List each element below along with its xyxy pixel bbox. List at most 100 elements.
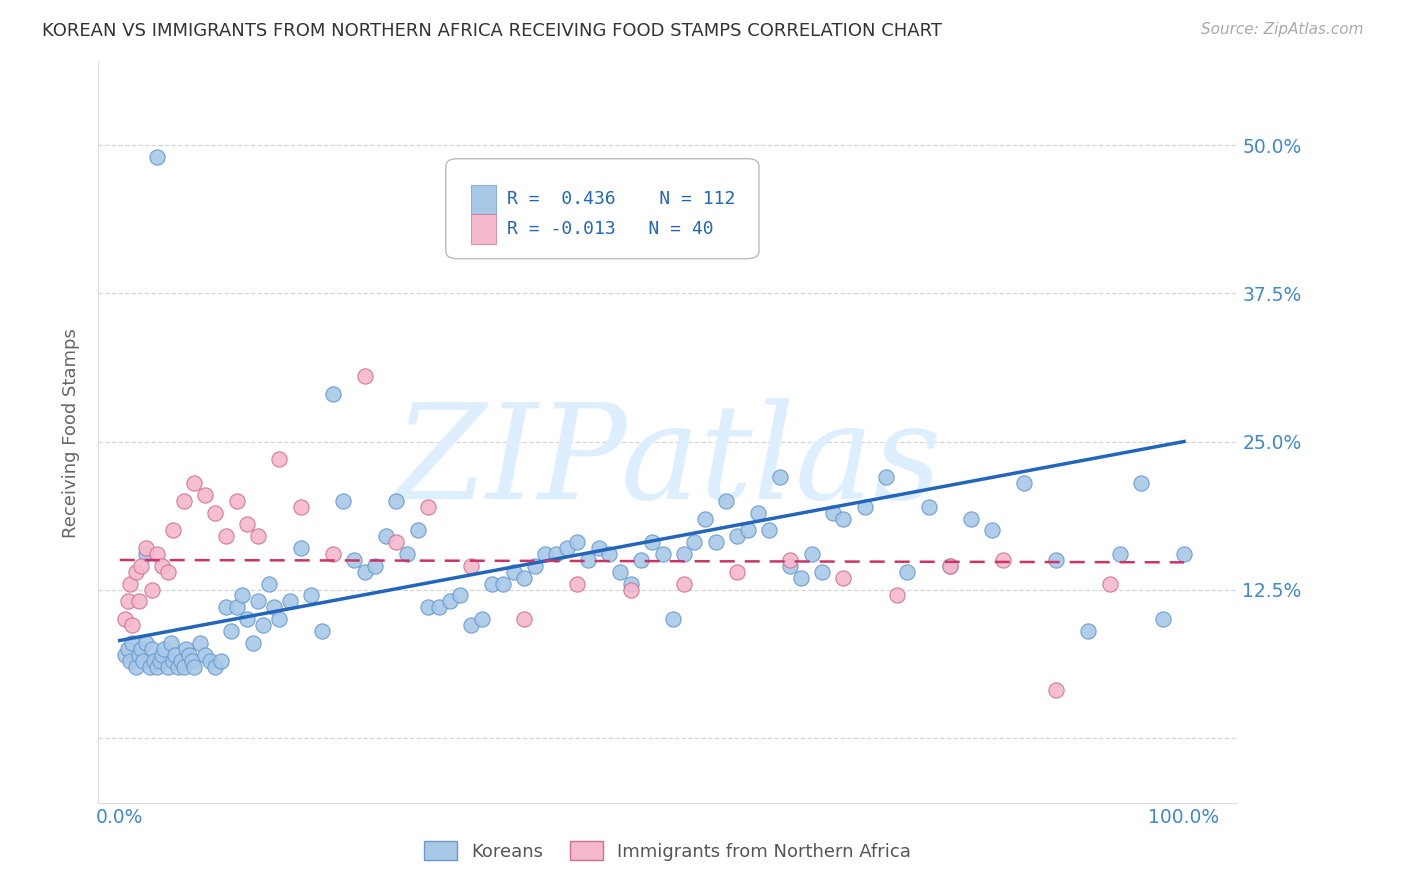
Legend: Koreans, Immigrants from Northern Africa: Koreans, Immigrants from Northern Africa <box>418 834 918 868</box>
Point <box>725 529 748 543</box>
Point <box>135 541 157 555</box>
Point <box>460 618 482 632</box>
Point <box>162 654 184 668</box>
Point <box>225 600 247 615</box>
Point <box>165 648 187 662</box>
Point <box>481 576 503 591</box>
Point <box>620 576 643 591</box>
Point <box>1152 612 1174 626</box>
Point <box>247 594 270 608</box>
Point <box>821 506 844 520</box>
Point <box>269 452 291 467</box>
Point <box>513 612 536 626</box>
Point <box>156 565 179 579</box>
Point <box>177 648 200 662</box>
Point <box>747 506 769 520</box>
Point <box>1045 683 1067 698</box>
Point <box>150 648 173 662</box>
Point <box>173 493 195 508</box>
FancyBboxPatch shape <box>446 159 759 259</box>
Point <box>322 547 344 561</box>
Point <box>1098 576 1121 591</box>
Point <box>263 600 285 615</box>
Point <box>651 547 673 561</box>
Text: R =  0.436    N = 112: R = 0.436 N = 112 <box>508 190 735 209</box>
Point <box>1130 475 1153 490</box>
Point <box>194 648 217 662</box>
Point <box>364 558 387 573</box>
Point <box>513 571 536 585</box>
Point <box>598 547 620 561</box>
Point <box>917 500 939 514</box>
Y-axis label: Receiving Food Stamps: Receiving Food Stamps <box>62 327 80 538</box>
Point <box>247 529 270 543</box>
Point <box>128 648 150 662</box>
Point <box>672 576 695 591</box>
Point <box>374 529 396 543</box>
Point <box>159 636 181 650</box>
Point <box>204 506 226 520</box>
Point <box>198 654 221 668</box>
Point <box>242 636 264 650</box>
Point <box>471 612 494 626</box>
Text: KOREAN VS IMMIGRANTS FROM NORTHERN AFRICA RECEIVING FOOD STAMPS CORRELATION CHAR: KOREAN VS IMMIGRANTS FROM NORTHERN AFRIC… <box>42 22 942 40</box>
Point <box>311 624 333 638</box>
Point <box>322 387 344 401</box>
Point <box>567 535 589 549</box>
Point <box>896 565 918 579</box>
Point <box>124 565 146 579</box>
Point <box>129 641 152 656</box>
Point <box>236 612 259 626</box>
Point <box>567 576 589 591</box>
Point <box>353 565 375 579</box>
Point <box>779 553 801 567</box>
Point <box>768 470 790 484</box>
Point <box>142 654 165 668</box>
Point <box>779 558 801 573</box>
Point <box>576 553 599 567</box>
Point <box>385 493 408 508</box>
Point <box>1045 553 1067 567</box>
Point <box>492 576 515 591</box>
Point <box>939 558 962 573</box>
Point <box>146 659 169 673</box>
Point <box>811 565 834 579</box>
Point <box>114 612 136 626</box>
Point <box>290 541 312 555</box>
Point <box>269 612 291 626</box>
Point <box>299 589 322 603</box>
Point <box>502 565 524 579</box>
Point <box>231 589 253 603</box>
Point <box>716 493 738 508</box>
Point <box>132 654 155 668</box>
Point <box>609 565 631 579</box>
Point <box>114 648 136 662</box>
Point <box>672 547 695 561</box>
Point <box>418 600 440 615</box>
Text: ZIPatlas: ZIPatlas <box>394 398 942 527</box>
Point <box>170 654 193 668</box>
Point <box>534 547 557 561</box>
Point <box>449 589 471 603</box>
Point <box>641 535 664 549</box>
Point <box>215 529 238 543</box>
Point <box>138 659 160 673</box>
Point <box>343 553 366 567</box>
Point <box>832 571 855 585</box>
Point <box>174 641 197 656</box>
Point <box>1014 475 1036 490</box>
Point <box>588 541 610 555</box>
Point <box>523 558 546 573</box>
Point <box>385 535 408 549</box>
Point <box>704 535 727 549</box>
Point <box>991 553 1014 567</box>
Point <box>758 524 780 538</box>
Point <box>120 654 142 668</box>
Point <box>146 150 169 164</box>
Point <box>173 659 195 673</box>
Point <box>1173 547 1195 561</box>
Point <box>124 659 146 673</box>
Point <box>332 493 354 508</box>
Point <box>204 659 226 673</box>
Point <box>790 571 813 585</box>
